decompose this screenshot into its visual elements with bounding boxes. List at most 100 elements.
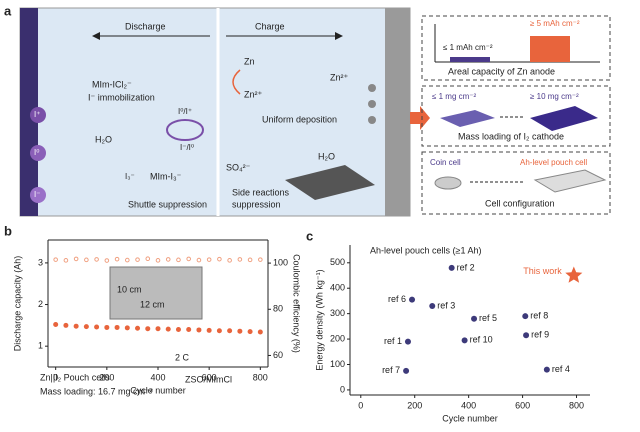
label: Zn — [244, 56, 255, 66]
label: I⁻ immobilization — [88, 92, 155, 102]
ce-point — [135, 257, 140, 262]
annotation: Mass loading: 16.7 mg cm⁻² — [40, 386, 153, 396]
point — [83, 324, 89, 330]
x-tick-label: 200 — [99, 372, 114, 382]
point — [471, 315, 478, 322]
y2-axis-label: Coulombic efficiency (%) — [292, 254, 302, 353]
point — [186, 327, 192, 333]
ce-point — [94, 257, 99, 262]
x-axis-label: Cycle number — [130, 385, 186, 395]
ce-point — [217, 256, 222, 262]
point — [135, 325, 141, 331]
panel-label: c — [306, 228, 313, 243]
label: Uniform deposition — [262, 114, 337, 124]
label: MIm-I₃⁻ — [150, 171, 182, 181]
point-label: ref 6 — [388, 294, 406, 304]
point — [165, 326, 171, 332]
ce-point — [186, 256, 191, 262]
point — [237, 328, 243, 334]
ce-point — [104, 258, 110, 263]
panel-a: a Discharge Charge MIm-ICl₂⁻ I⁻ immobili… — [4, 3, 611, 217]
y2-tick-label: 80 — [273, 304, 283, 314]
label: ≤ 1 mg cm⁻² — [432, 92, 477, 101]
label: Coin cell — [430, 158, 461, 167]
point — [448, 264, 455, 271]
ce-point — [176, 257, 181, 263]
y-tick-label: 1 — [38, 341, 43, 351]
label: Discharge — [125, 21, 166, 31]
point — [429, 303, 436, 310]
ce-point — [196, 257, 202, 263]
label: I⁰ — [34, 148, 39, 157]
x-axis-label: Cycle number — [442, 413, 498, 423]
label: ≤ 1 mAh cm⁻² — [443, 43, 493, 52]
label: I⁻/I⁰ — [180, 143, 194, 152]
y-tick-label: 100 — [330, 359, 345, 369]
point-label: ref 10 — [470, 335, 493, 345]
annotation: Zn||I₂ Pouch cells — [40, 372, 110, 382]
label: Areal capacity of Zn anode — [448, 66, 555, 76]
electrode — [440, 110, 495, 127]
label: ≥ 10 mg cm⁻² — [530, 92, 579, 101]
point — [73, 323, 79, 329]
ion — [368, 116, 376, 124]
point — [257, 329, 263, 335]
point — [409, 296, 416, 303]
y-axis-label: Discharge capacity (Ah) — [12, 256, 22, 352]
label: Side reactions — [232, 187, 290, 197]
label: Charge — [255, 21, 285, 31]
sphere — [30, 107, 46, 123]
chart-title: Ah-level pouch cells (≥1 Ah) — [370, 245, 482, 255]
x-tick-label: 800 — [253, 372, 268, 382]
ce-point — [114, 256, 120, 262]
point — [404, 338, 411, 345]
ce-point — [125, 257, 130, 263]
pouch-photo — [109, 266, 203, 320]
point — [403, 367, 410, 374]
label: I⁰/I⁺ — [178, 107, 192, 116]
label: Mass loading of I₂ cathode — [458, 131, 564, 141]
point — [522, 313, 529, 320]
coin-cell — [434, 176, 462, 190]
point — [124, 325, 130, 331]
point-label: ref 5 — [479, 313, 497, 323]
ce-point — [73, 256, 79, 262]
x-tick-label: 200 — [407, 400, 422, 410]
bar — [530, 36, 570, 62]
ce-point — [237, 257, 243, 262]
point — [94, 324, 100, 330]
y-tick-label: 3 — [38, 257, 43, 267]
sphere — [30, 187, 46, 203]
point — [145, 326, 151, 332]
anode — [385, 8, 410, 216]
ion — [368, 84, 376, 92]
point-label: ref 8 — [530, 311, 548, 321]
point — [216, 328, 222, 334]
point — [523, 332, 530, 339]
y-axis-label: Energy density (Wh kg⁻¹) — [314, 269, 324, 370]
label: Zn²⁺ — [244, 89, 263, 99]
arrow — [410, 106, 430, 130]
ce-point — [227, 258, 232, 263]
label: Shuttle suppression — [128, 199, 207, 209]
arrowhead — [92, 32, 100, 40]
point — [196, 327, 202, 333]
annotation: ZSO/MImCl — [185, 374, 232, 384]
ce-point — [145, 256, 151, 262]
y-tick-label: 500 — [330, 257, 345, 267]
point — [155, 326, 161, 332]
y2-tick-label: 100 — [273, 257, 288, 267]
annotation: 10 cm — [117, 284, 142, 294]
point — [53, 322, 59, 328]
point — [63, 322, 69, 328]
label: MIm-ICl₂⁻ — [92, 79, 132, 89]
annotation: 2 C — [175, 352, 190, 362]
label: I₃⁻ — [125, 172, 135, 181]
arrow — [232, 69, 241, 95]
cathode — [20, 8, 38, 216]
annotation: 12 cm — [140, 299, 165, 309]
ce-point — [206, 257, 212, 262]
panel-label: b — [4, 223, 12, 238]
x-tick-label: 0 — [53, 372, 58, 382]
box — [421, 151, 611, 215]
